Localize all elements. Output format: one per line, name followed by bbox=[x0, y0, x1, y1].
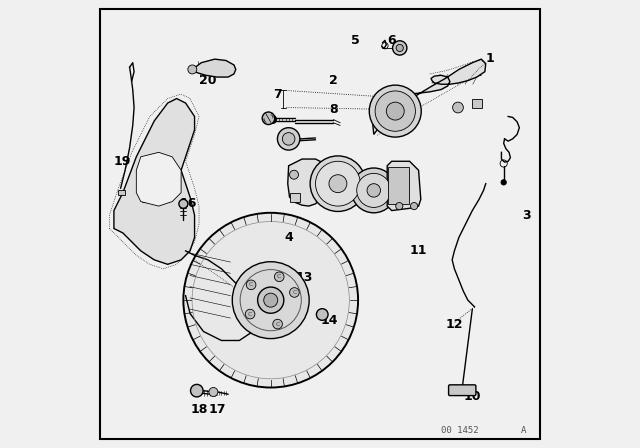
Polygon shape bbox=[136, 152, 181, 206]
Circle shape bbox=[188, 65, 197, 74]
Polygon shape bbox=[114, 99, 195, 264]
Text: C: C bbox=[275, 322, 280, 327]
Text: 17: 17 bbox=[208, 403, 226, 417]
Text: 4: 4 bbox=[284, 231, 293, 244]
Circle shape bbox=[258, 287, 284, 313]
Circle shape bbox=[184, 213, 358, 388]
Circle shape bbox=[289, 288, 300, 297]
Polygon shape bbox=[319, 194, 329, 202]
Circle shape bbox=[329, 175, 347, 193]
Circle shape bbox=[369, 85, 421, 137]
Circle shape bbox=[273, 319, 282, 329]
Circle shape bbox=[245, 309, 255, 319]
Text: 5: 5 bbox=[351, 34, 360, 47]
Text: 6: 6 bbox=[387, 34, 396, 47]
Text: 20: 20 bbox=[199, 74, 217, 87]
Polygon shape bbox=[373, 59, 486, 134]
Circle shape bbox=[387, 102, 404, 120]
Circle shape bbox=[262, 112, 275, 125]
Text: 13: 13 bbox=[296, 271, 313, 284]
Circle shape bbox=[282, 133, 295, 145]
Circle shape bbox=[396, 202, 403, 210]
Circle shape bbox=[367, 184, 380, 197]
Text: A: A bbox=[521, 426, 526, 435]
Circle shape bbox=[310, 156, 365, 211]
Text: 14: 14 bbox=[320, 314, 338, 327]
Text: C: C bbox=[292, 290, 296, 295]
Circle shape bbox=[320, 176, 329, 185]
Circle shape bbox=[410, 202, 418, 210]
Circle shape bbox=[452, 102, 463, 113]
Circle shape bbox=[289, 170, 298, 179]
Circle shape bbox=[351, 168, 396, 213]
Circle shape bbox=[191, 384, 203, 397]
Circle shape bbox=[275, 272, 284, 282]
Circle shape bbox=[264, 293, 278, 307]
Text: 1: 1 bbox=[486, 52, 495, 65]
Circle shape bbox=[375, 91, 415, 131]
FancyBboxPatch shape bbox=[449, 385, 476, 396]
Circle shape bbox=[246, 280, 256, 290]
Text: C: C bbox=[277, 274, 282, 279]
Text: 11: 11 bbox=[410, 244, 428, 258]
FancyBboxPatch shape bbox=[118, 190, 125, 195]
Text: 15: 15 bbox=[141, 193, 159, 206]
Text: 10: 10 bbox=[463, 390, 481, 403]
Text: C: C bbox=[248, 311, 252, 317]
Circle shape bbox=[396, 44, 403, 52]
Circle shape bbox=[209, 388, 218, 396]
Circle shape bbox=[356, 173, 391, 207]
Polygon shape bbox=[192, 59, 236, 77]
Polygon shape bbox=[288, 159, 329, 206]
Text: 3: 3 bbox=[522, 208, 531, 222]
Polygon shape bbox=[472, 99, 482, 108]
Text: 19: 19 bbox=[113, 155, 131, 168]
Text: 18: 18 bbox=[190, 403, 208, 417]
Circle shape bbox=[501, 180, 506, 185]
Text: C: C bbox=[249, 282, 253, 287]
Text: 16: 16 bbox=[179, 197, 196, 211]
Circle shape bbox=[316, 309, 328, 320]
Circle shape bbox=[278, 128, 300, 150]
Circle shape bbox=[392, 41, 407, 55]
Circle shape bbox=[232, 262, 309, 339]
Text: 12: 12 bbox=[445, 318, 463, 332]
Text: 9: 9 bbox=[269, 114, 277, 128]
Text: 00 1452: 00 1452 bbox=[441, 426, 479, 435]
Polygon shape bbox=[289, 193, 300, 202]
Circle shape bbox=[316, 161, 360, 206]
Polygon shape bbox=[387, 161, 421, 211]
Circle shape bbox=[179, 199, 188, 208]
Text: 8: 8 bbox=[329, 103, 338, 116]
Polygon shape bbox=[388, 167, 409, 204]
Text: 7: 7 bbox=[273, 87, 282, 101]
Text: 2: 2 bbox=[329, 74, 338, 87]
